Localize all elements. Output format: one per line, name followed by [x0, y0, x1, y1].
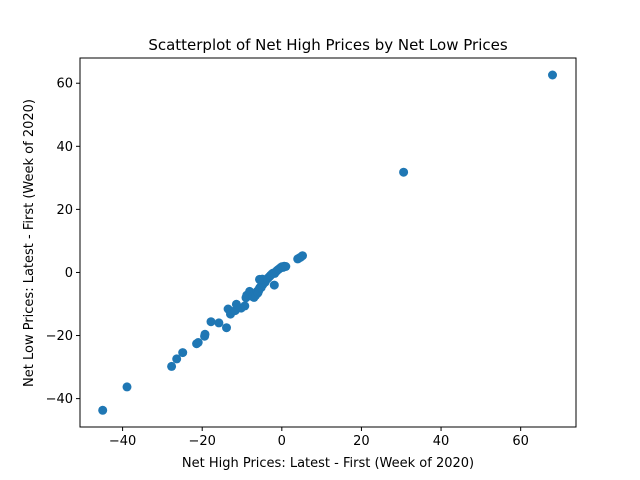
- data-points: [98, 70, 557, 415]
- x-tick-label: −40: [109, 434, 136, 449]
- data-point: [193, 338, 203, 347]
- data-point: [222, 323, 231, 333]
- y-axis-label: Net Low Prices: Latest - First (Week of …: [22, 99, 37, 387]
- data-point: [167, 361, 177, 371]
- data-point: [298, 251, 307, 261]
- y-tick-label: 20: [56, 203, 73, 218]
- y-tick-label: −20: [46, 329, 73, 344]
- data-point: [122, 382, 132, 392]
- plot-frame: [79, 57, 577, 428]
- data-point: [399, 167, 409, 177]
- data-point: [206, 317, 216, 327]
- x-axis-ticks: −40 −20 0 20 40 60: [109, 427, 529, 449]
- x-tick-label: −20: [188, 434, 215, 449]
- x-tick-label: 40: [433, 434, 450, 449]
- data-point: [178, 348, 188, 358]
- data-point: [172, 354, 182, 364]
- x-axis-label: Net High Prices: Latest - First (Week of…: [182, 456, 474, 471]
- data-point: [269, 280, 279, 290]
- y-tick-label: −40: [46, 392, 73, 407]
- y-tick-label: 40: [56, 140, 73, 155]
- chart-title: Scatterplot of Net High Prices by Net Lo…: [148, 36, 508, 54]
- data-point: [214, 318, 224, 328]
- x-tick-label: 60: [512, 434, 529, 449]
- y-tick-label: 0: [65, 266, 73, 281]
- x-tick-label: 20: [353, 434, 370, 449]
- data-point: [240, 301, 250, 311]
- data-point: [200, 329, 210, 339]
- y-axis-ticks: −40 −20 0 20 40 60: [46, 77, 80, 407]
- data-point: [98, 405, 108, 415]
- data-point: [255, 274, 264, 284]
- data-point: [548, 70, 557, 80]
- y-tick-label: 60: [56, 77, 73, 92]
- data-point: [281, 262, 291, 271]
- x-tick-label: 0: [278, 434, 286, 449]
